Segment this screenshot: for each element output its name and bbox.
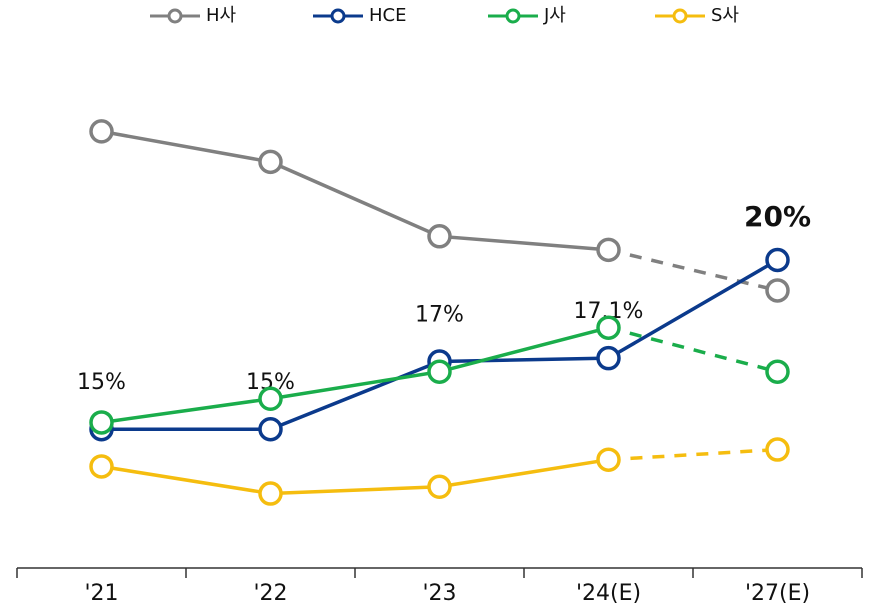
marker [765,359,790,384]
line [101,325,609,425]
marker [89,410,114,435]
marker [258,416,283,442]
line-dashed [608,248,778,293]
x-tick-label: '24(E) [576,581,641,606]
x-tick-label: '27(E) [745,581,810,606]
marker [765,247,790,273]
marker [427,474,452,500]
marker [258,481,283,506]
marker [258,149,283,175]
marker [89,119,114,144]
line [101,129,609,252]
legend-marker [672,8,688,24]
marker [258,386,283,412]
marker [427,224,452,249]
legend-label: S사 [711,5,739,26]
x-tick-label: '22 [253,581,287,606]
marker [89,454,114,479]
marker [596,315,621,340]
line-dashed [608,447,778,462]
data-label: 15% [77,370,126,395]
marker [596,237,621,263]
legend-label: J사 [543,5,566,26]
line [101,457,609,496]
legend-marker [167,8,183,24]
marker [765,437,790,462]
x-tick-label: '23 [422,581,456,606]
line-dashed [608,325,778,374]
legend-marker [330,8,346,24]
data-label: 20% [744,200,811,233]
marker [427,359,452,384]
marker [596,345,621,371]
legend-marker [505,8,521,24]
legend-label: H사 [206,5,237,26]
x-tick-label: '21 [84,581,118,606]
marker [765,278,790,303]
legend-label: HCE [369,5,406,26]
marker [596,447,621,472]
data-label: 17% [415,303,464,328]
